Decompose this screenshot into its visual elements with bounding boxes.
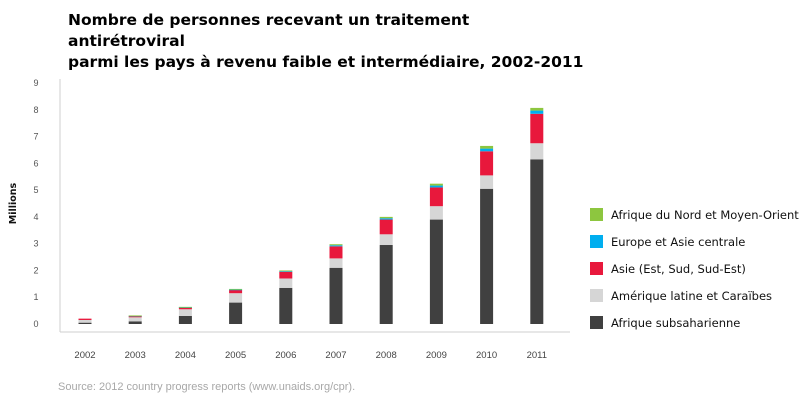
bar-segment bbox=[128, 315, 142, 317]
bar-segment bbox=[530, 159, 544, 324]
bar-segment bbox=[78, 318, 92, 320]
bar-segment bbox=[128, 317, 142, 322]
y-tick-label: 3 bbox=[33, 239, 38, 249]
y-tick-label: 9 bbox=[33, 78, 38, 88]
bar-segment bbox=[78, 322, 92, 324]
legend-item: Europe et Asie centrale bbox=[590, 228, 799, 255]
legend-swatch bbox=[590, 208, 603, 221]
bar-segment bbox=[78, 319, 92, 323]
bar-segment bbox=[229, 289, 243, 291]
y-tick-label: 1 bbox=[33, 292, 38, 302]
chart-title-line-2: parmi les pays à revenu faible et interm… bbox=[68, 53, 584, 71]
y-tick-label: 5 bbox=[33, 185, 38, 195]
bar-segment bbox=[429, 183, 443, 186]
x-tick-label: 2010 bbox=[476, 350, 497, 361]
x-tick-label: 2006 bbox=[275, 350, 296, 361]
legend-item: Afrique du Nord et Moyen-Orient bbox=[590, 201, 799, 228]
legend-label: Afrique subsaharienne bbox=[611, 315, 741, 330]
bar-segment bbox=[329, 258, 343, 268]
bar-segment bbox=[178, 315, 192, 324]
bar-segment bbox=[480, 151, 494, 176]
x-tick-label: 2007 bbox=[325, 350, 346, 361]
legend-swatch bbox=[590, 262, 603, 275]
bar-segment bbox=[229, 293, 243, 303]
bar-segment bbox=[279, 270, 293, 272]
bar-segment bbox=[530, 110, 544, 114]
legend-item: Asie (Est, Sud, Sud-Est) bbox=[590, 255, 799, 282]
x-tick-label: 2009 bbox=[426, 350, 447, 361]
bar-segment bbox=[530, 107, 544, 111]
chart-title: Nombre de personnes recevant un traiteme… bbox=[68, 10, 588, 73]
chart-legend: Afrique du Nord et Moyen-Orient Europe et… bbox=[590, 201, 799, 336]
x-tick-label: 2011 bbox=[527, 350, 547, 361]
bar-segment bbox=[480, 175, 494, 189]
x-tick-label: 2003 bbox=[125, 350, 146, 361]
bar-segment bbox=[480, 148, 494, 152]
x-tick-label: 2008 bbox=[376, 350, 397, 361]
bar-segment bbox=[480, 145, 494, 149]
y-tick-label: 2 bbox=[33, 265, 38, 275]
bar-segment bbox=[379, 219, 393, 235]
bar-segment bbox=[329, 246, 343, 259]
legend-item: Amérique latine et Caraïbes bbox=[590, 282, 799, 309]
bar-segment bbox=[279, 287, 293, 324]
bar-segment bbox=[178, 306, 192, 308]
bar-segment bbox=[229, 288, 243, 290]
x-tick-label: 2005 bbox=[225, 350, 246, 361]
bar-segment bbox=[530, 143, 544, 160]
bar-segment bbox=[229, 289, 243, 294]
legend-label: Amérique latine et Caraïbes bbox=[611, 288, 773, 303]
y-tick-label: 8 bbox=[33, 105, 38, 115]
bar-segment bbox=[429, 206, 443, 220]
x-tick-label: 2004 bbox=[175, 350, 196, 361]
bar-segment bbox=[229, 302, 243, 324]
y-axis-label: Millions bbox=[8, 182, 19, 224]
bar-segment bbox=[379, 234, 393, 246]
bar-segment bbox=[178, 307, 192, 310]
bar-segment bbox=[429, 219, 443, 324]
bar-segment bbox=[279, 278, 293, 288]
source-note: Source: 2012 country progress reports (w… bbox=[58, 381, 356, 393]
bar-segment bbox=[329, 244, 343, 246]
bar-segment bbox=[128, 315, 142, 318]
bar-segment bbox=[279, 271, 293, 279]
bar-segment bbox=[429, 187, 443, 207]
legend-item: Afrique subsaharienne bbox=[590, 309, 799, 336]
bar-segment bbox=[480, 188, 494, 324]
y-tick-label: 6 bbox=[33, 158, 38, 168]
legend-swatch bbox=[590, 289, 603, 302]
legend-swatch bbox=[590, 235, 603, 248]
y-tick-label: 7 bbox=[33, 132, 38, 142]
y-tick-label: 4 bbox=[33, 212, 38, 222]
bar-segment bbox=[329, 267, 343, 324]
bar-segment bbox=[279, 270, 293, 272]
bar-segment bbox=[530, 113, 544, 144]
bar-segment bbox=[379, 216, 393, 219]
bar-segment bbox=[329, 245, 343, 247]
bar-segment bbox=[429, 185, 443, 188]
legend-label: Asie (Est, Sud, Sud-Est) bbox=[611, 261, 746, 276]
bar-segment bbox=[128, 321, 142, 324]
bar-segment bbox=[178, 309, 192, 316]
y-tick-label: 0 bbox=[33, 319, 38, 329]
legend-swatch bbox=[590, 316, 603, 329]
chart-title-line-1: Nombre de personnes recevant un traiteme… bbox=[68, 11, 470, 50]
bar-segment bbox=[379, 245, 393, 324]
legend-label: Afrique du Nord et Moyen-Orient bbox=[611, 207, 799, 222]
bar-segment bbox=[379, 218, 393, 220]
x-tick-label: 2002 bbox=[74, 350, 95, 361]
legend-label: Europe et Asie centrale bbox=[611, 234, 746, 249]
